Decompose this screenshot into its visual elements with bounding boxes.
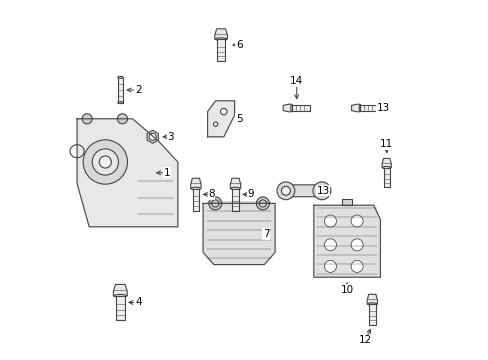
Ellipse shape	[358, 105, 361, 111]
Polygon shape	[283, 104, 291, 112]
Polygon shape	[313, 205, 380, 277]
Polygon shape	[203, 203, 275, 265]
Text: 3: 3	[167, 132, 174, 142]
Text: 6: 6	[235, 40, 242, 50]
Text: 10: 10	[340, 285, 353, 295]
Circle shape	[312, 182, 330, 200]
Polygon shape	[366, 294, 377, 304]
Circle shape	[149, 133, 156, 140]
Text: 7: 7	[262, 229, 269, 239]
Text: 5: 5	[235, 114, 242, 124]
Text: 12: 12	[358, 335, 371, 345]
Text: 4: 4	[135, 297, 142, 307]
Circle shape	[211, 200, 219, 207]
Circle shape	[350, 215, 363, 227]
Text: 14: 14	[289, 76, 303, 86]
Circle shape	[317, 186, 325, 195]
Polygon shape	[207, 101, 234, 137]
Bar	[360, 105, 378, 111]
Circle shape	[117, 114, 127, 124]
Ellipse shape	[118, 102, 122, 104]
Ellipse shape	[191, 187, 200, 190]
Polygon shape	[190, 178, 201, 189]
Polygon shape	[77, 119, 178, 227]
Bar	[118, 77, 122, 103]
Circle shape	[213, 122, 218, 126]
Text: 2: 2	[135, 85, 142, 95]
Circle shape	[350, 239, 363, 251]
Ellipse shape	[367, 303, 376, 305]
Bar	[368, 304, 375, 325]
Bar	[116, 296, 124, 320]
Ellipse shape	[290, 105, 292, 111]
Circle shape	[256, 197, 269, 210]
Circle shape	[82, 114, 92, 124]
Bar	[291, 105, 309, 111]
Polygon shape	[351, 104, 360, 112]
Text: 13: 13	[376, 103, 389, 113]
Ellipse shape	[118, 76, 122, 78]
Polygon shape	[214, 29, 227, 39]
Polygon shape	[147, 130, 158, 143]
Circle shape	[99, 156, 111, 168]
Polygon shape	[230, 178, 240, 189]
Ellipse shape	[382, 166, 390, 169]
Circle shape	[208, 197, 222, 210]
Bar	[192, 189, 199, 211]
Ellipse shape	[230, 187, 240, 190]
Polygon shape	[113, 284, 127, 296]
Circle shape	[324, 260, 336, 273]
Text: 9: 9	[247, 189, 254, 199]
Bar	[217, 39, 224, 61]
Bar	[383, 168, 389, 187]
Ellipse shape	[215, 38, 226, 40]
Circle shape	[92, 149, 118, 175]
Text: 11: 11	[379, 139, 392, 149]
FancyBboxPatch shape	[284, 185, 322, 197]
Bar	[341, 199, 352, 205]
Bar	[232, 189, 238, 211]
Circle shape	[350, 260, 363, 273]
Circle shape	[83, 140, 127, 184]
Polygon shape	[381, 158, 390, 168]
Ellipse shape	[114, 294, 126, 297]
Circle shape	[259, 200, 266, 207]
Text: 13: 13	[316, 186, 329, 196]
Circle shape	[324, 215, 336, 227]
Circle shape	[220, 108, 226, 115]
Text: 8: 8	[207, 189, 214, 199]
Text: 1: 1	[163, 168, 170, 178]
Circle shape	[276, 182, 294, 200]
Circle shape	[281, 186, 290, 195]
Circle shape	[324, 239, 336, 251]
